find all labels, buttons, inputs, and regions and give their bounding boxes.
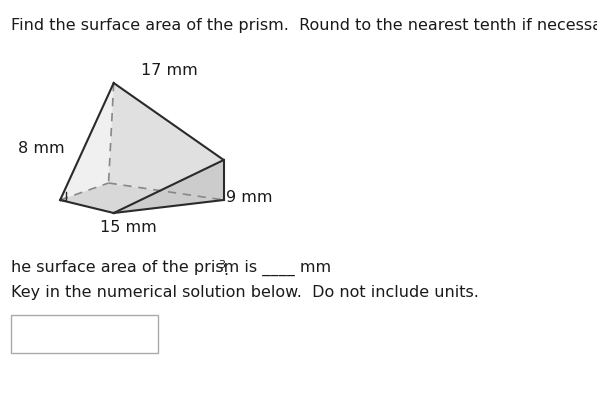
Text: he surface area of the prism is ____ mm: he surface area of the prism is ____ mm [11,260,331,276]
Polygon shape [60,83,113,200]
Text: 8 mm: 8 mm [19,141,65,155]
Polygon shape [109,83,224,200]
Text: 3: 3 [219,260,226,270]
Polygon shape [60,183,224,213]
FancyBboxPatch shape [11,315,158,353]
Text: 17 mm: 17 mm [141,63,198,78]
Text: 9 mm: 9 mm [226,190,272,205]
Text: .: . [224,263,229,278]
Text: Key in the numerical solution below.  Do not include units.: Key in the numerical solution below. Do … [11,285,479,300]
Text: 15 mm: 15 mm [100,220,157,235]
Text: Find the surface area of the prism.  Round to the nearest tenth if necessary.: Find the surface area of the prism. Roun… [11,18,597,33]
Polygon shape [113,160,224,213]
